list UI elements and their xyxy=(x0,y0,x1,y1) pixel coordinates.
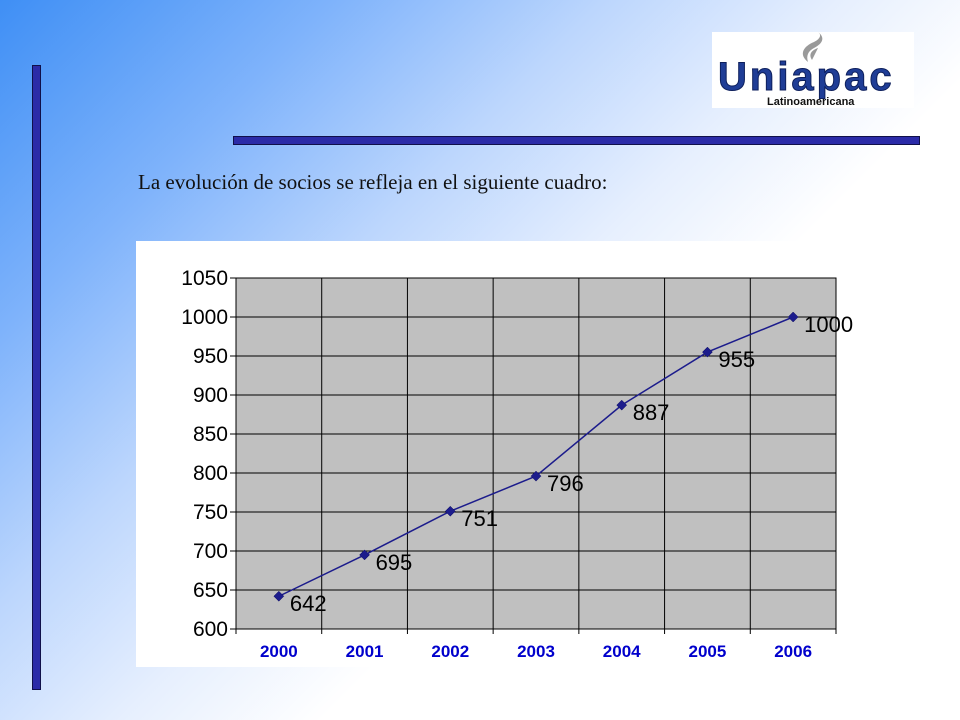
chart-container: 600 650 700 750 800 850 900 950 1000 1050 2000 200… xyxy=(136,241,853,667)
data-point-marker xyxy=(787,311,799,323)
data-label: 695 xyxy=(376,550,413,575)
flame-mark-inner xyxy=(810,48,818,60)
y-tick-label: 900 xyxy=(193,384,228,407)
y-axis-ticks: 600 650 700 750 800 850 900 950 1000 1050 xyxy=(181,267,236,641)
plot-area xyxy=(235,277,837,630)
data-point-marker xyxy=(273,590,285,602)
data-label: 642 xyxy=(290,591,327,616)
y-tick-label: 750 xyxy=(193,501,228,524)
x-tick-label: 2005 xyxy=(689,642,727,661)
x-tick-label: 2002 xyxy=(431,642,469,661)
uniapac-logo-graphic: Uniapac Latinoamericana xyxy=(718,32,895,108)
y-tick-label: 700 xyxy=(193,540,228,563)
y-tick-label: 950 xyxy=(193,345,228,368)
x-tick-label: 2004 xyxy=(603,642,641,661)
data-labels: 642 695 751 796 887 955 1000 xyxy=(290,312,853,616)
flame-mark xyxy=(802,32,823,62)
x-tick-label: 2001 xyxy=(346,642,384,661)
y-tick-label: 650 xyxy=(193,579,228,602)
y-tick-label: 850 xyxy=(193,423,228,446)
data-label: 751 xyxy=(461,506,498,531)
data-point-marker xyxy=(616,399,628,411)
data-label: 1000 xyxy=(804,312,853,337)
data-point-marker xyxy=(444,505,456,517)
series-markers xyxy=(273,311,799,602)
vertical-gridlines xyxy=(321,278,751,629)
y-tick-label: 1000 xyxy=(181,306,228,329)
data-point-marker xyxy=(702,346,713,358)
x-axis-ticks: 2000 2001 2002 2003 2004 2005 2006 xyxy=(235,629,837,661)
x-tick-label: 2000 xyxy=(260,642,298,661)
x-tick-label: 2006 xyxy=(774,642,812,661)
x-tick-label: 2003 xyxy=(517,642,555,661)
y-tick-label: 600 xyxy=(193,618,228,641)
data-label: 887 xyxy=(633,400,670,425)
y-tick-label: 800 xyxy=(193,462,228,485)
header-rule xyxy=(233,136,920,145)
chart-caption: La evolución de socios se refleja en el … xyxy=(138,170,608,194)
logo-tagline: Latinoamericana xyxy=(767,96,855,108)
data-point-marker xyxy=(359,549,370,561)
left-accent-bar xyxy=(32,65,41,690)
data-label: 955 xyxy=(718,347,755,372)
logo-name: Uniapac xyxy=(718,55,895,99)
data-label: 796 xyxy=(547,471,584,496)
uniapac-logo: Uniapac Latinoamericana xyxy=(712,32,914,108)
data-point-marker xyxy=(530,470,542,482)
y-tick-label: 1050 xyxy=(181,267,228,290)
